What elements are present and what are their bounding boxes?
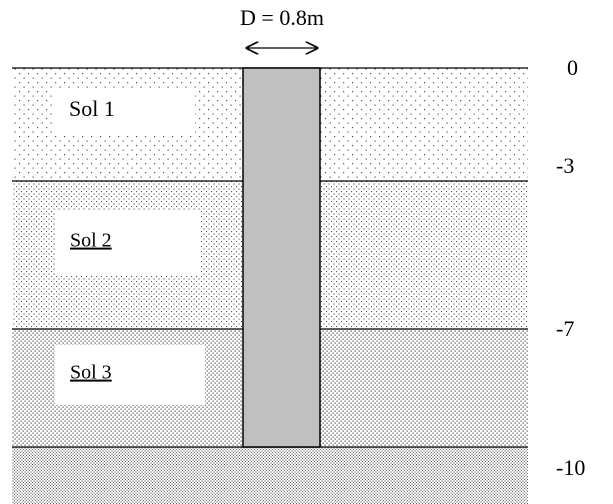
label-box xyxy=(55,345,205,405)
depth-label: -7 xyxy=(556,316,574,341)
label-box xyxy=(55,210,200,275)
diameter-label: D = 0.8m xyxy=(240,5,324,30)
layer-label: Sol 2 xyxy=(70,230,112,252)
layer-label: Sol 1 xyxy=(69,96,115,121)
label-box xyxy=(55,88,195,135)
bottom-layer xyxy=(12,447,528,504)
depth-label: -3 xyxy=(556,153,574,178)
depth-label: 0 xyxy=(567,55,578,80)
pile xyxy=(242,67,321,448)
layer-label: Sol 3 xyxy=(70,362,112,384)
depth-label: -10 xyxy=(556,455,585,480)
